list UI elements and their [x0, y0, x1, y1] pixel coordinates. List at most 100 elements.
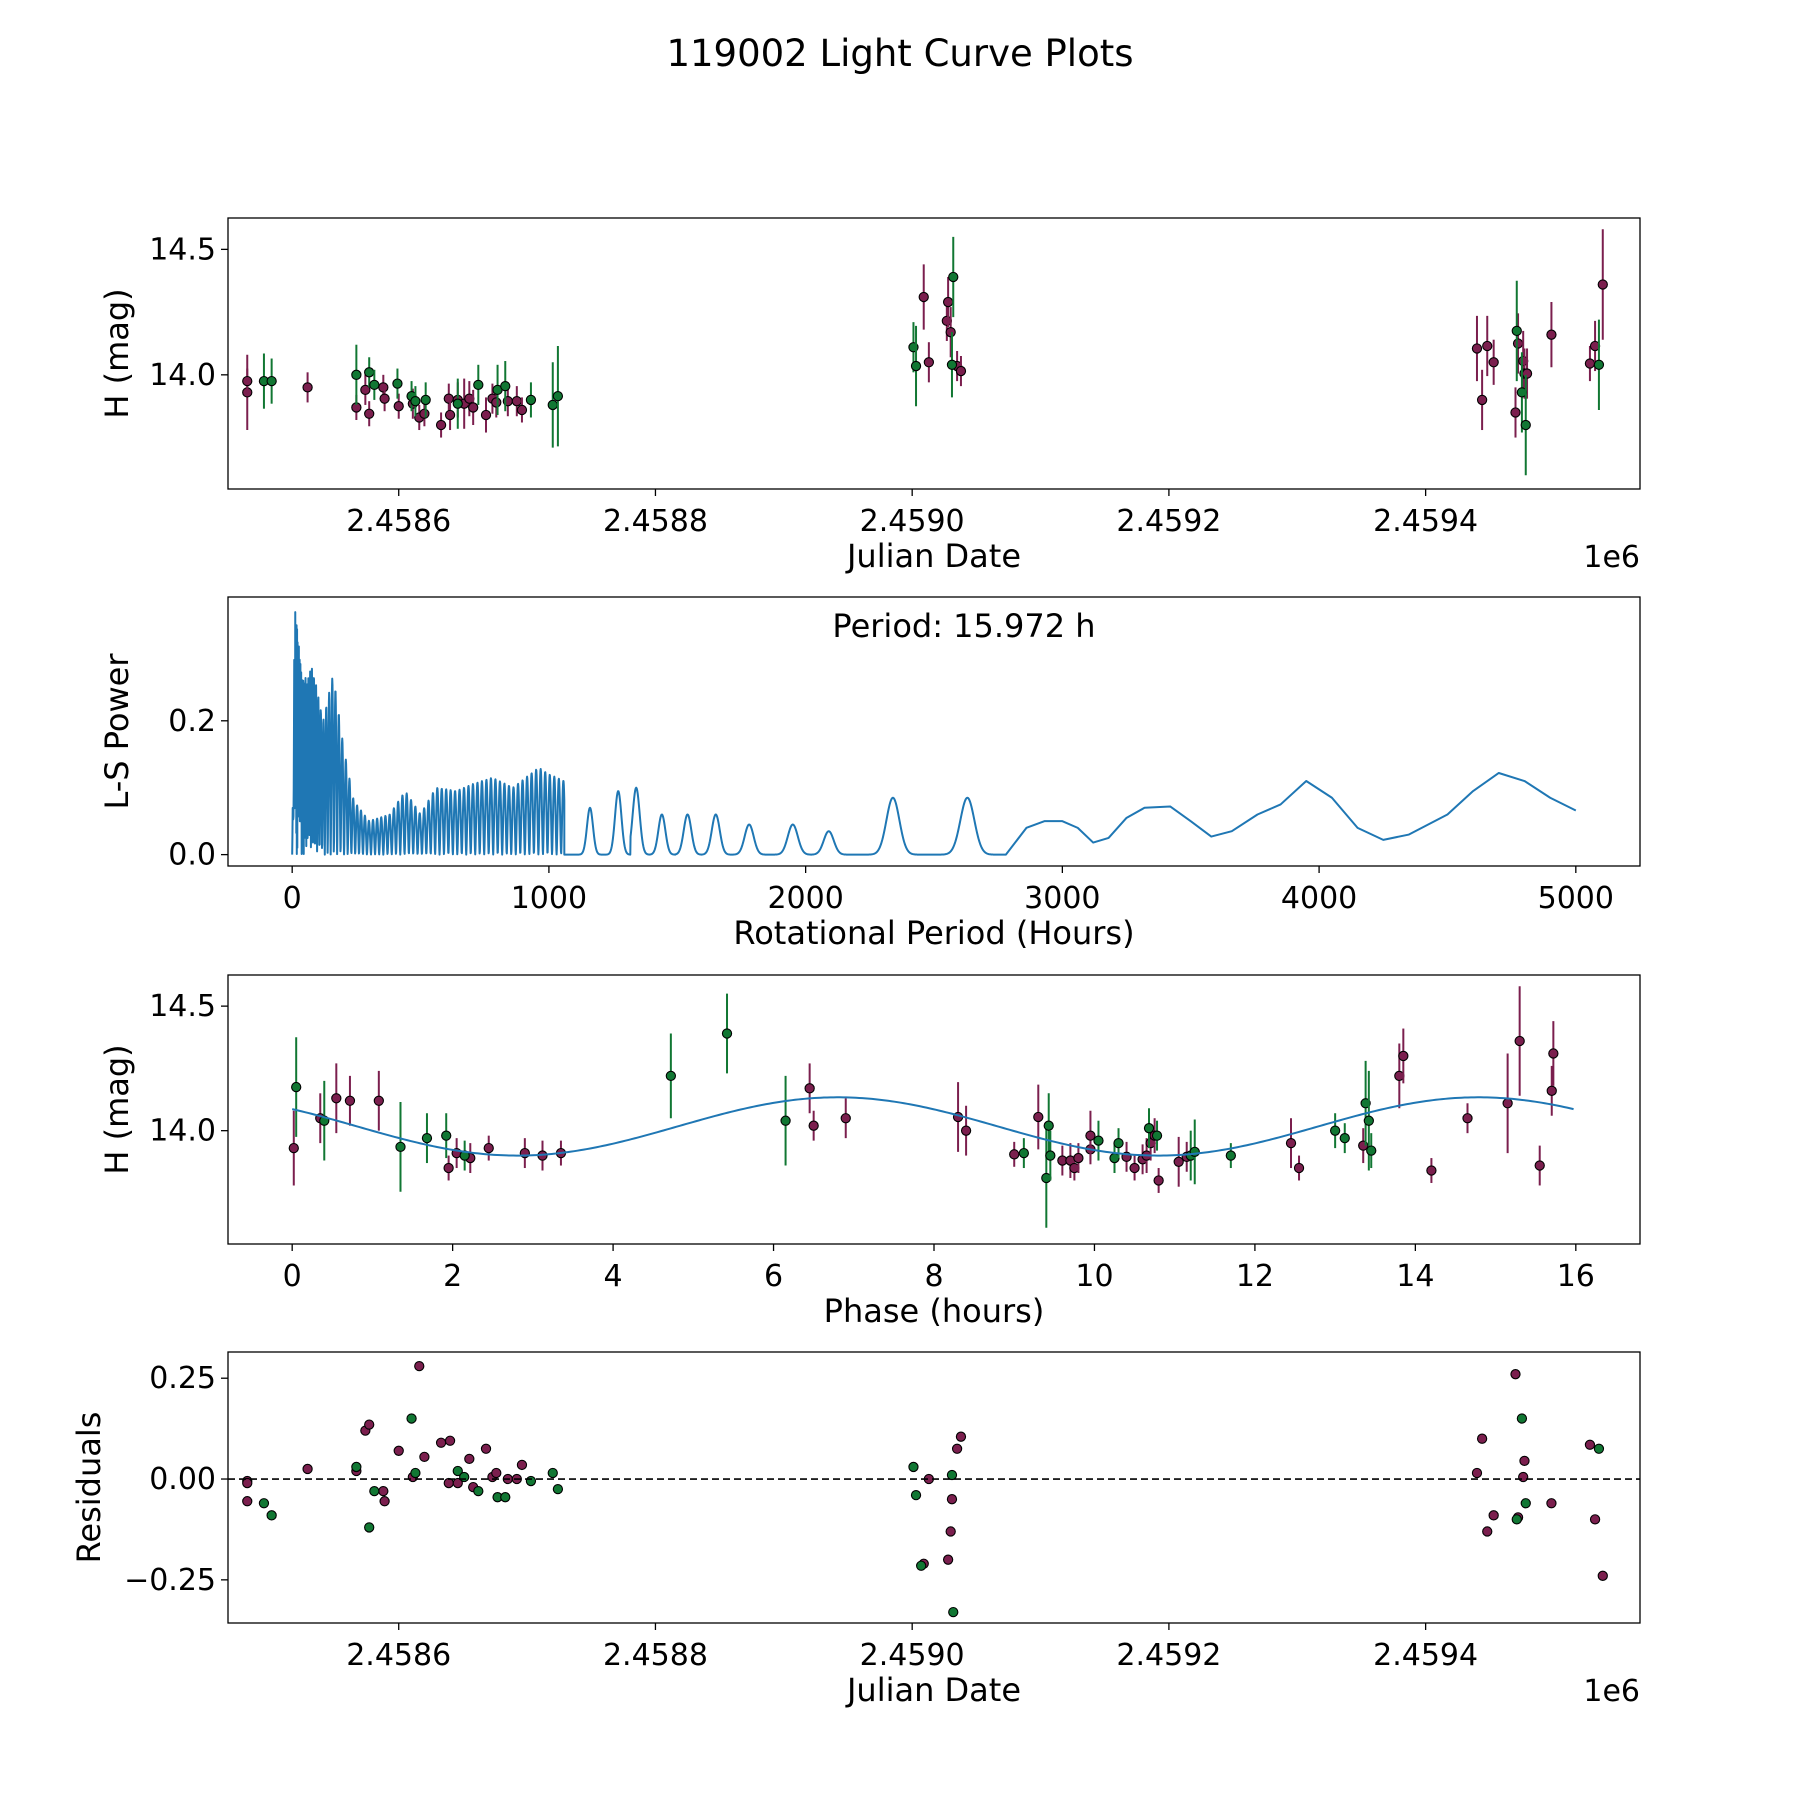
periodogram-line — [291, 611, 1577, 856]
data-point-purple — [393, 401, 404, 412]
data-point-purple — [1073, 1152, 1084, 1164]
data-point-purple — [302, 382, 313, 393]
plot-area-residuals — [228, 1360, 1640, 1618]
data-point-purple — [360, 384, 371, 396]
data-point-purple — [468, 402, 479, 413]
data-point-purple — [1462, 1113, 1473, 1124]
data-point-purple — [1173, 1156, 1184, 1167]
data-point-purple — [378, 382, 389, 393]
data-point-green — [1043, 1120, 1054, 1131]
y-axis-label: L-S Power — [98, 653, 136, 810]
y-tick-label: −0.25 — [124, 1563, 216, 1598]
data-point-purple — [331, 1093, 342, 1104]
data-point-purple — [491, 397, 502, 408]
data-point-green — [1143, 1123, 1155, 1134]
data-point-green — [410, 1467, 421, 1479]
data-point-purple — [1085, 1130, 1096, 1141]
data-point-purple — [1514, 1035, 1525, 1047]
y-tick-label: 14.0 — [149, 1114, 216, 1149]
data-point-purple — [1293, 1162, 1305, 1174]
data-point-purple — [393, 1445, 404, 1456]
data-point-green — [500, 1492, 511, 1503]
data-point-purple — [1519, 1455, 1530, 1467]
data-point-purple — [379, 393, 390, 404]
y-tick-label: 0.25 — [149, 1361, 216, 1396]
data-point-green — [473, 1485, 484, 1497]
data-point-purple — [419, 408, 430, 419]
data-point-green — [948, 1606, 959, 1618]
plot-area-periodogram — [291, 611, 1577, 856]
data-point-purple — [364, 408, 375, 419]
x-offset-label: 1e6 — [1583, 1674, 1640, 1709]
data-point-green — [547, 1467, 558, 1479]
x-tick-label: 14 — [1396, 1259, 1434, 1294]
data-point-green — [369, 1485, 380, 1497]
data-point-purple — [946, 1494, 958, 1505]
x-axis-label: Phase (hours) — [824, 1292, 1045, 1330]
y-tick-label: 14.0 — [149, 358, 216, 393]
x-tick-label: 2.4586 — [346, 1638, 451, 1673]
data-point-purple — [511, 396, 522, 407]
data-point-purple — [1546, 329, 1557, 340]
data-point-green — [910, 360, 922, 372]
data-point-green — [392, 378, 403, 389]
data-point-purple — [1488, 1510, 1499, 1521]
data-point-purple — [945, 327, 956, 338]
y-tick-label: 0.2 — [168, 704, 216, 739]
data-point-purple — [918, 291, 929, 303]
data-point-green — [452, 1465, 463, 1477]
data-point-purple — [960, 1125, 972, 1136]
data-point-green — [266, 1510, 277, 1521]
data-point-green — [258, 1498, 270, 1509]
data-point-green — [459, 1471, 470, 1483]
x-tick-label: 12 — [1236, 1259, 1274, 1294]
x-tick-label: 0 — [283, 881, 302, 916]
chart-phased: 0 2 4 6 8 10 12 14 16 14.0 14.5 Phase (hours) H (mag… — [98, 974, 1641, 1330]
data-point-green — [946, 359, 958, 370]
x-tick-label: 2.4586 — [346, 504, 451, 539]
data-point-purple — [1597, 279, 1608, 290]
data-point-green — [473, 379, 484, 391]
data-point-purple — [480, 1443, 492, 1454]
y-axis-label: H (mag) — [98, 288, 136, 418]
x-tick-label: 2.4592 — [1116, 504, 1221, 539]
x-tick-label: 10 — [1075, 1259, 1113, 1294]
data-point-purple — [804, 1083, 815, 1094]
data-point-purple — [1471, 343, 1483, 354]
x-tick-label: 2 — [443, 1259, 462, 1294]
y-tick-label: 14.5 — [149, 989, 216, 1024]
data-point-purple — [1033, 1111, 1044, 1123]
data-point-purple — [1488, 357, 1499, 368]
data-point-purple — [419, 1451, 430, 1463]
data-point-purple — [464, 1453, 475, 1465]
data-point-green — [291, 1081, 302, 1093]
data-point-purple — [435, 419, 447, 431]
data-point-purple — [951, 1443, 963, 1454]
data-point-purple — [1597, 1570, 1608, 1581]
data-point-green — [525, 1475, 537, 1487]
x-tick-label: 2.4588 — [603, 504, 708, 539]
data-point-purple — [302, 1463, 313, 1475]
data-point-purple — [242, 1477, 253, 1489]
data-point-green — [421, 1132, 433, 1144]
y-tick-label: 14.5 — [149, 232, 216, 267]
x-tick-label: 5000 — [1538, 881, 1614, 916]
data-point-purple — [1521, 368, 1533, 379]
data-point-green — [1113, 1137, 1124, 1149]
data-point-green — [406, 1413, 417, 1424]
data-point-purple — [1129, 1162, 1140, 1174]
data-point-purple — [1589, 1514, 1601, 1525]
data-point-green — [1593, 1443, 1605, 1454]
chart-residuals: 2.4586 2.4588 2.4590 2.4592 2.4594 −0.25 0.00 0… — [70, 1351, 1641, 1709]
data-point-green — [1339, 1132, 1350, 1144]
data-point-green — [916, 1560, 927, 1571]
plot-area-phased — [288, 986, 1574, 1228]
data-point-purple — [435, 1437, 447, 1448]
data-point-purple — [1009, 1149, 1020, 1160]
data-point-purple — [808, 1120, 819, 1131]
data-point-green — [948, 271, 959, 283]
axes-frame — [227, 217, 1641, 490]
data-point-green — [364, 367, 375, 378]
data-point-purple — [480, 409, 492, 421]
